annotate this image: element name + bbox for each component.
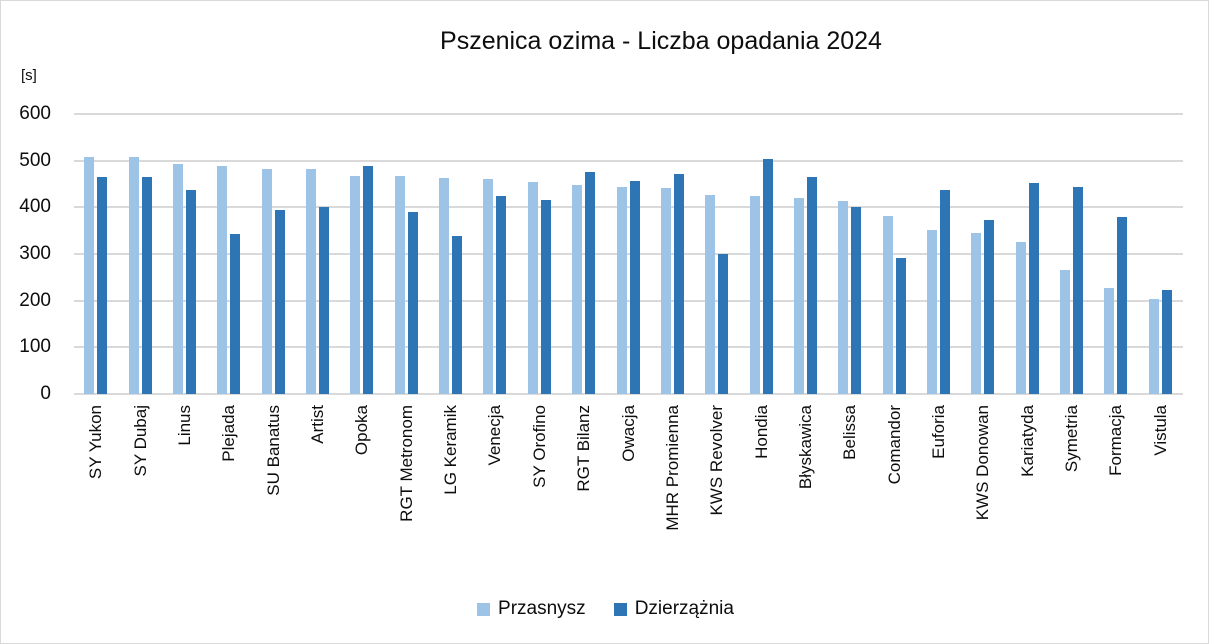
bar-przasnysz [305, 168, 316, 394]
gridline [74, 253, 1183, 255]
bar-dzierzaznia [718, 254, 729, 394]
bar-przasnysz [616, 187, 627, 394]
bar-dzierzaznia [141, 177, 152, 394]
bar-przasnysz [1015, 241, 1026, 394]
gridline [74, 159, 1183, 162]
legend-item: Dzierzążnia [613, 598, 734, 620]
bar-dzierzaznia [363, 166, 374, 394]
bar-dzierzaznia [629, 181, 640, 394]
x-tick-label: SY Dubaj [130, 405, 150, 477]
bar-przasnysz [394, 176, 405, 394]
bar-dzierzaznia [895, 257, 906, 394]
x-tick-label: Plejada [219, 405, 239, 462]
x-tick-label: RGT Bilanz [574, 405, 594, 492]
x-tick-label: Comandor [884, 405, 904, 485]
bar-dzierzaznia [762, 159, 773, 394]
x-tick-label: RGT Metronom [396, 405, 416, 522]
bar-dzierzaznia [185, 190, 196, 394]
bar-przasnysz [838, 200, 849, 394]
bar-dzierzaznia [1073, 187, 1084, 394]
chart-title: Pszenica ozima - Liczba opadania 2024 [440, 27, 882, 55]
y-tick-label: 0 [40, 383, 51, 404]
x-tick-label: SY Yukon [86, 405, 106, 480]
bar-przasnysz [882, 216, 893, 394]
bar-przasnysz [1060, 269, 1071, 394]
y-tick-label: 200 [19, 289, 51, 311]
x-tick-label: Owacja [618, 405, 638, 462]
x-tick-label: Venecja [485, 405, 505, 466]
legend-swatch-icon [613, 602, 627, 616]
bar-przasnysz [793, 198, 804, 394]
y-tick-label: 100 [19, 336, 51, 358]
bar-dzierzaznia [1117, 217, 1128, 394]
y-axis-unit-label: [s] [21, 67, 37, 84]
x-tick-label: Linus [174, 405, 194, 446]
x-tick-label: Opoka [352, 405, 372, 456]
y-tick-label: 400 [19, 196, 51, 218]
bar-dzierzaznia [540, 199, 551, 394]
bar-przasnysz [128, 157, 139, 394]
bar-przasnysz [350, 176, 361, 394]
x-tick-label: Vistula [1150, 405, 1170, 456]
bar-przasnysz [527, 182, 538, 394]
bar-dzierzaznia [274, 210, 285, 394]
bar-przasnysz [1148, 298, 1159, 394]
bar-przasnysz [261, 168, 272, 394]
x-tick-label: KWS Donowan [973, 405, 993, 521]
bar-dzierzaznia [407, 212, 418, 394]
x-tick-label: Euforia [929, 405, 949, 459]
bar-przasnysz [927, 229, 938, 394]
y-tick-label: 600 [19, 103, 51, 124]
legend-swatch-icon [477, 602, 491, 616]
x-tick-label: Formacja [1106, 405, 1126, 476]
bar-przasnysz [1104, 287, 1115, 394]
x-tick-label: Symetria [1062, 405, 1082, 473]
bar-dzierzaznia [318, 206, 329, 394]
x-tick-label: Kariatyda [1017, 405, 1037, 477]
bar-przasnysz [749, 196, 760, 394]
bar-dzierzaznia [452, 235, 463, 394]
x-tick-label: Belissa [840, 405, 860, 460]
x-tick-label: MHR Promienna [662, 405, 682, 531]
x-tick-label: LG Keramik [441, 405, 461, 495]
bar-dzierzaznia [1161, 289, 1172, 394]
gridline [74, 299, 1183, 302]
bar-przasnysz [84, 157, 95, 394]
bar-dzierzaznia [984, 219, 995, 394]
bar-przasnysz [483, 179, 494, 394]
y-tick-label: 300 [19, 243, 51, 264]
bar-dzierzaznia [230, 233, 241, 394]
bar-dzierzaznia [806, 177, 817, 394]
y-tick-label: 500 [19, 149, 51, 171]
legend-label: Dzierzążnia [634, 598, 734, 619]
bar-przasnysz [217, 166, 228, 394]
bar-przasnysz [660, 188, 671, 394]
legend-label: Przasnysz [498, 598, 586, 619]
gridline [74, 206, 1183, 209]
x-tick-label: Hondia [751, 405, 771, 459]
bar-dzierzaznia [851, 206, 862, 394]
x-tick-label: Błyskawica [795, 405, 815, 490]
bar-przasnysz [572, 184, 583, 394]
gridline [74, 113, 1183, 115]
bar-dzierzaznia [97, 177, 108, 394]
bar-dzierzaznia [940, 190, 951, 394]
gridline [74, 393, 1183, 395]
x-tick-label: KWS Revolver [707, 405, 727, 516]
gridline [74, 346, 1183, 349]
bar-dzierzaznia [1028, 183, 1039, 394]
x-tick-label: SY Orofino [529, 405, 549, 488]
bar-przasnysz [971, 233, 982, 394]
bar-dzierzaznia [585, 172, 596, 394]
bar-dzierzaznia [496, 196, 507, 394]
legend: Przasnysz Dzierzążnia [1, 598, 1209, 620]
legend-item: Przasnysz [477, 598, 586, 620]
x-tick-label: Artist [307, 405, 327, 444]
bar-przasnysz [705, 195, 716, 394]
x-tick-label: SU Banatus [263, 405, 283, 496]
bar-dzierzaznia [673, 174, 684, 394]
bar-przasnysz [439, 177, 450, 394]
bar-przasnysz [172, 163, 183, 394]
